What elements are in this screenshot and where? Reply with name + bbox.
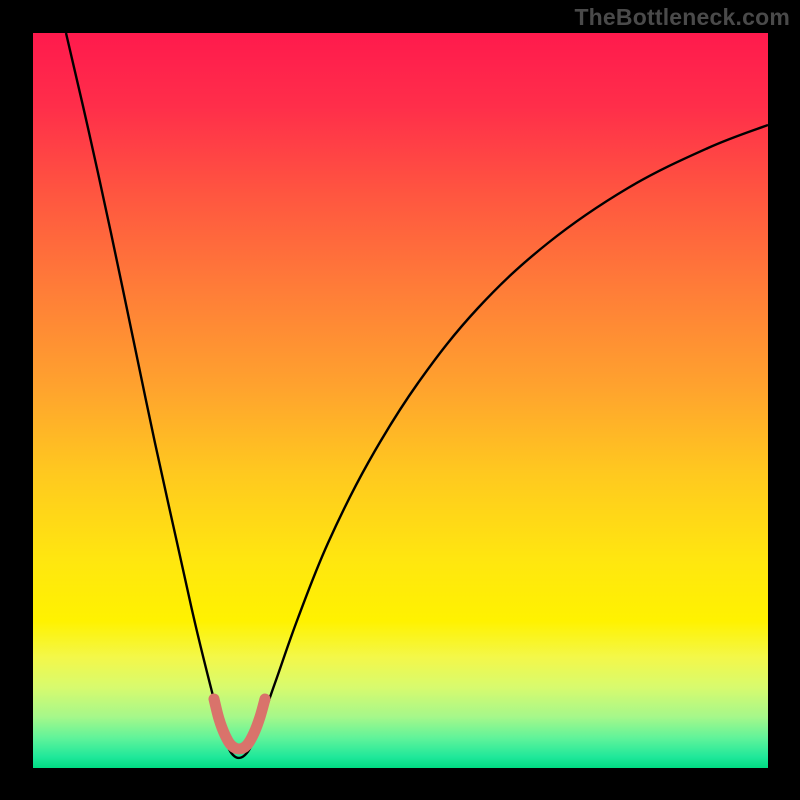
watermark-text: TheBottleneck.com [574,4,790,31]
plot-area [33,33,768,768]
bottleneck-curve [33,33,768,768]
figure-container: TheBottleneck.com [0,0,800,800]
